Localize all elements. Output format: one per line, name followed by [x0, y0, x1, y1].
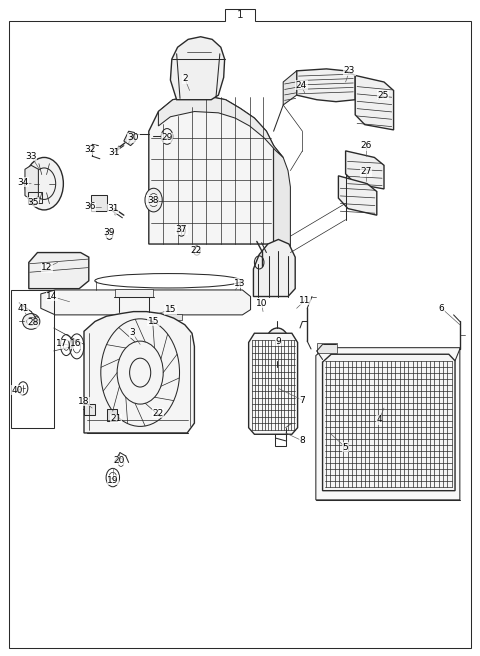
Text: 38: 38	[147, 195, 158, 205]
Bar	[115, 289, 153, 297]
Text: 11: 11	[299, 296, 311, 305]
Text: 23: 23	[344, 66, 355, 75]
Text: 7: 7	[300, 396, 305, 405]
Bar	[28, 192, 42, 203]
Bar	[317, 343, 337, 353]
Polygon shape	[158, 95, 283, 157]
Text: 14: 14	[46, 292, 58, 301]
Text: 34: 34	[17, 178, 29, 187]
Polygon shape	[355, 75, 394, 130]
Text: 36: 36	[84, 202, 96, 211]
Bar	[275, 434, 286, 446]
Text: 28: 28	[27, 318, 38, 327]
Polygon shape	[283, 71, 297, 105]
Text: 27: 27	[360, 167, 372, 176]
Text: 15: 15	[148, 317, 159, 326]
Text: 37: 37	[176, 225, 187, 234]
Text: 6: 6	[439, 304, 444, 313]
Text: 13: 13	[234, 279, 246, 288]
Text: 26: 26	[360, 141, 372, 150]
Text: 22: 22	[190, 246, 202, 255]
Polygon shape	[29, 253, 89, 289]
Polygon shape	[142, 314, 182, 320]
Text: 1: 1	[237, 10, 243, 20]
Text: 39: 39	[104, 228, 115, 237]
Polygon shape	[346, 151, 384, 189]
Text: 25: 25	[377, 91, 389, 100]
Text: 24: 24	[296, 81, 307, 90]
Text: 22: 22	[153, 409, 164, 418]
Circle shape	[25, 157, 63, 210]
Text: 35: 35	[27, 197, 38, 207]
Text: 21: 21	[110, 414, 122, 423]
Polygon shape	[124, 131, 135, 146]
Polygon shape	[127, 319, 163, 326]
Circle shape	[265, 328, 289, 361]
Text: 3: 3	[129, 328, 135, 337]
Text: 12: 12	[41, 263, 53, 272]
Text: 15: 15	[165, 305, 176, 314]
Polygon shape	[84, 312, 194, 433]
Text: 41: 41	[17, 304, 29, 313]
Text: 2: 2	[182, 74, 188, 83]
Text: 10: 10	[256, 298, 267, 308]
Polygon shape	[323, 354, 455, 491]
Text: 33: 33	[25, 152, 37, 161]
Polygon shape	[253, 239, 295, 297]
Text: 9: 9	[276, 337, 281, 346]
Polygon shape	[274, 146, 290, 253]
Ellipse shape	[23, 314, 40, 329]
Polygon shape	[297, 69, 355, 102]
Polygon shape	[149, 95, 274, 244]
Bar	[84, 404, 95, 415]
Text: 31: 31	[107, 204, 119, 213]
Bar	[107, 409, 117, 421]
Polygon shape	[249, 333, 298, 434]
Polygon shape	[41, 290, 251, 315]
Text: 4: 4	[376, 415, 382, 424]
Text: 5: 5	[343, 443, 348, 452]
Polygon shape	[338, 176, 377, 215]
Text: 29: 29	[161, 133, 173, 142]
Bar	[91, 195, 107, 211]
Circle shape	[145, 188, 162, 212]
Text: 30: 30	[128, 133, 139, 142]
Polygon shape	[170, 37, 225, 100]
Text: 19: 19	[107, 476, 119, 485]
Polygon shape	[316, 348, 460, 500]
Polygon shape	[25, 165, 38, 201]
Text: 32: 32	[84, 145, 96, 154]
Text: 16: 16	[70, 339, 82, 348]
Text: 8: 8	[300, 436, 305, 445]
Text: 17: 17	[56, 339, 67, 348]
Text: 40: 40	[11, 386, 23, 395]
Text: 20: 20	[113, 456, 125, 465]
Text: 18: 18	[78, 397, 90, 406]
Text: 31: 31	[108, 148, 120, 157]
